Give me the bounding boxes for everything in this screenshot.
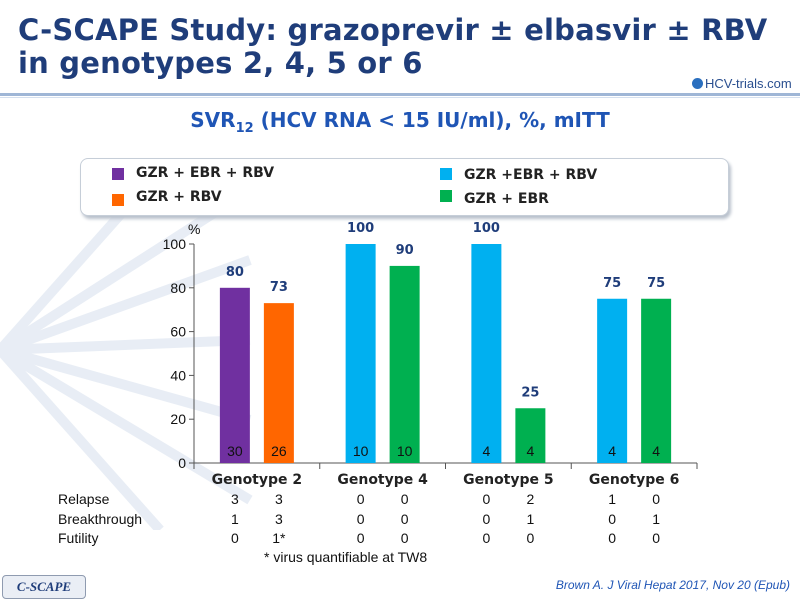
outcome-cell: 1 bbox=[526, 511, 535, 527]
bar-n-label: 4 bbox=[608, 443, 616, 459]
outcome-cell: 1* bbox=[272, 530, 286, 546]
x-category-label: Genotype 2 bbox=[212, 472, 303, 488]
outcome-cell: 3 bbox=[230, 491, 239, 507]
y-tick-label: 0 bbox=[178, 455, 186, 471]
title-line-1: C-SCAPE Study: grazoprevir ± elbasvir ± … bbox=[18, 13, 768, 47]
slide-title: C-SCAPE Study: grazoprevir ± elbasvir ± … bbox=[18, 14, 778, 80]
legend-swatch-gzr-ebr bbox=[440, 190, 452, 202]
bar-n-label: 30 bbox=[227, 443, 243, 459]
outcome-cell: 0 bbox=[482, 491, 491, 507]
bar-value-label: 75 bbox=[603, 276, 621, 291]
bar bbox=[597, 298, 628, 463]
outcome-cell: 0 bbox=[356, 511, 365, 527]
y-axis-label: % bbox=[188, 221, 200, 237]
outcome-row-label: Breakthrough bbox=[58, 511, 143, 527]
legend-label-gzr-ebr-rbv: GZR + EBR + RBV bbox=[136, 165, 275, 181]
subtitle-subscript: 12 bbox=[235, 121, 254, 136]
bar-n-label: 10 bbox=[353, 443, 369, 459]
bar-n-label: 26 bbox=[271, 443, 287, 459]
x-category-label: Genotype 5 bbox=[463, 472, 554, 488]
legend-swatch-gzr-ebr-rbv bbox=[112, 168, 124, 180]
bar-value-label: 80 bbox=[226, 265, 244, 280]
title-divider bbox=[0, 93, 800, 96]
logo-icon bbox=[692, 78, 703, 89]
outcome-cell: 3 bbox=[274, 491, 283, 507]
outcome-cell: 3 bbox=[274, 511, 283, 527]
chart-legend: GZR + EBR + RBV GZR + RBV GZR +EBR + RBV… bbox=[80, 158, 729, 216]
bar-n-label: 4 bbox=[482, 443, 490, 459]
subtitle-suffix: (HCV RNA < 15 IU/ml), %, mITT bbox=[253, 108, 610, 132]
bar bbox=[219, 287, 250, 463]
bar-value-label: 25 bbox=[521, 385, 539, 400]
y-tick-label: 100 bbox=[163, 236, 187, 252]
outcome-cell: 0 bbox=[652, 491, 661, 507]
outcome-cell: 1 bbox=[652, 511, 661, 527]
outcome-row-label: Relapse bbox=[58, 491, 110, 507]
bar bbox=[263, 303, 294, 463]
outcome-cell: 0 bbox=[526, 530, 535, 546]
logo-text: HCV-trials.com bbox=[705, 76, 792, 91]
bar-n-label: 4 bbox=[652, 443, 660, 459]
subtitle-prefix: SVR bbox=[190, 108, 236, 132]
outcome-cell: 0 bbox=[400, 530, 409, 546]
outcome-cell: 0 bbox=[482, 511, 491, 527]
bar bbox=[471, 244, 502, 463]
citation: Brown A. J Viral Hepat 2017, Nov 20 (Epu… bbox=[555, 578, 790, 592]
bar-value-label: 75 bbox=[647, 276, 665, 291]
bar-value-label: 90 bbox=[396, 243, 414, 258]
bar bbox=[345, 244, 376, 463]
outcome-cell: 0 bbox=[400, 491, 409, 507]
outcome-cell: 0 bbox=[482, 530, 491, 546]
title-divider-thin bbox=[0, 97, 800, 98]
legend-label-gzr-ebr-rbv-b: GZR +EBR + RBV bbox=[464, 167, 598, 183]
bar-value-label: 73 bbox=[270, 280, 288, 295]
outcome-cell: 0 bbox=[356, 491, 365, 507]
site-logo: HCV-trials.com bbox=[692, 76, 792, 91]
title-line-2: in genotypes 2, 4, 5 or 6 bbox=[18, 46, 423, 80]
x-category-label: Genotype 4 bbox=[337, 472, 428, 488]
legend-label-gzr-ebr: GZR + EBR bbox=[464, 191, 549, 207]
bar-n-label: 10 bbox=[397, 443, 413, 459]
bar bbox=[641, 298, 672, 463]
bar-value-label: 100 bbox=[473, 221, 500, 236]
y-tick-label: 20 bbox=[170, 411, 186, 427]
x-category-label: Genotype 6 bbox=[589, 472, 680, 488]
outcome-cell: 0 bbox=[652, 530, 661, 546]
outcome-cell: 1 bbox=[608, 491, 617, 507]
legend-swatch-gzr-rbv bbox=[112, 194, 124, 206]
footnote: * virus quantifiable at TW8 bbox=[264, 549, 428, 565]
bar bbox=[389, 265, 420, 463]
outcome-cell: 0 bbox=[230, 530, 239, 546]
legend-label-gzr-rbv: GZR + RBV bbox=[136, 189, 222, 205]
y-tick-label: 60 bbox=[170, 324, 186, 340]
bar-value-label: 100 bbox=[347, 221, 374, 236]
outcome-cell: 2 bbox=[526, 491, 535, 507]
outcome-cell: 0 bbox=[400, 511, 409, 527]
bar-n-label: 4 bbox=[526, 443, 534, 459]
chart-subtitle: SVR12 (HCV RNA < 15 IU/ml), %, mITT bbox=[0, 108, 800, 136]
outcome-cell: 0 bbox=[608, 530, 617, 546]
outcome-row-label: Futility bbox=[58, 530, 99, 546]
outcome-cell: 0 bbox=[356, 530, 365, 546]
outcome-cell: 0 bbox=[608, 511, 617, 527]
legend-swatch-gzr-ebr-rbv-b bbox=[440, 168, 452, 180]
study-badge: C-SCAPE bbox=[2, 575, 86, 599]
bar bbox=[515, 408, 546, 463]
y-tick-label: 80 bbox=[170, 280, 186, 296]
y-tick-label: 40 bbox=[170, 367, 186, 383]
outcome-cell: 1 bbox=[230, 511, 239, 527]
